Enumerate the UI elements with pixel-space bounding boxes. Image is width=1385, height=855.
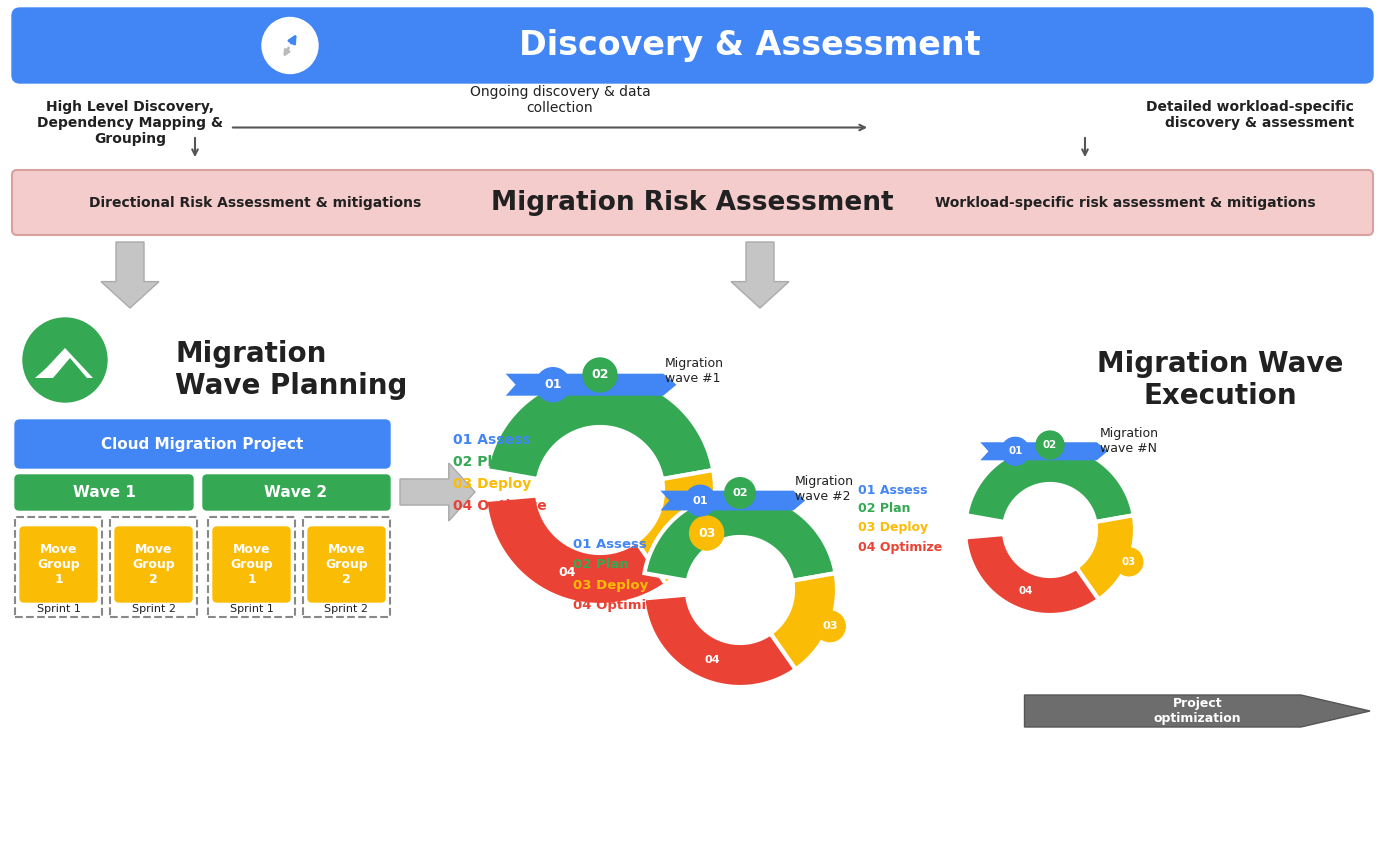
Text: Sprint 1: Sprint 1 [230, 604, 273, 614]
Bar [303, 517, 391, 617]
Text: Wave 2: Wave 2 [265, 485, 328, 499]
Text: Sprint 2: Sprint 2 [132, 604, 176, 614]
Bar [109, 517, 197, 617]
Text: Sprint 1: Sprint 1 [36, 604, 80, 614]
Text: 01: 01 [692, 496, 708, 505]
Text: 01 Assess: 01 Assess [857, 483, 928, 497]
Circle shape [262, 17, 319, 74]
FancyBboxPatch shape [12, 8, 1373, 83]
Text: Move
Group
1: Move Group 1 [37, 543, 80, 586]
Text: Cloud Migration Project: Cloud Migration Project [101, 437, 303, 451]
Text: 02 Plan: 02 Plan [573, 558, 629, 571]
Text: 04 Optimize: 04 Optimize [573, 598, 663, 611]
FancyBboxPatch shape [15, 475, 193, 510]
Polygon shape [35, 364, 66, 378]
Text: Migration Risk Assessment: Migration Risk Assessment [490, 190, 893, 215]
Polygon shape [37, 348, 93, 378]
Text: Move
Group
2: Move Group 2 [132, 543, 175, 586]
Bar [15, 517, 102, 617]
Circle shape [690, 516, 723, 550]
Polygon shape [644, 493, 835, 581]
FancyBboxPatch shape [15, 420, 391, 468]
Circle shape [1115, 548, 1143, 575]
Circle shape [724, 478, 755, 509]
Text: Sprint 2: Sprint 2 [324, 604, 368, 614]
Polygon shape [731, 242, 789, 308]
Circle shape [536, 368, 571, 402]
Text: Directional Risk Assessment & mitigations: Directional Risk Assessment & mitigation… [89, 196, 421, 209]
Circle shape [24, 318, 107, 402]
Text: 03 Deploy: 03 Deploy [453, 477, 532, 491]
Text: 02 Plan: 02 Plan [857, 503, 910, 516]
Circle shape [550, 556, 583, 589]
Text: 04: 04 [704, 655, 720, 664]
Polygon shape [485, 496, 666, 605]
Circle shape [1011, 577, 1039, 604]
FancyBboxPatch shape [213, 527, 289, 602]
Polygon shape [101, 242, 159, 308]
Polygon shape [400, 463, 475, 521]
Text: 03 Deploy: 03 Deploy [573, 579, 648, 592]
Circle shape [583, 358, 616, 392]
Text: 02: 02 [591, 369, 609, 381]
Text: 03: 03 [1122, 557, 1136, 567]
Text: Migration
wave #1: Migration wave #1 [665, 357, 724, 385]
Text: 01 Assess: 01 Assess [453, 433, 530, 447]
Text: 01: 01 [544, 378, 562, 392]
Text: 02: 02 [733, 488, 748, 498]
Text: 04: 04 [1018, 586, 1033, 596]
Text: Project
optimization: Project optimization [1154, 697, 1241, 725]
Text: 04 Optimize: 04 Optimize [453, 499, 547, 513]
Polygon shape [53, 358, 87, 378]
Text: Migration
wave #N: Migration wave #N [1100, 427, 1159, 455]
Text: 04 Optimize: 04 Optimize [857, 540, 942, 553]
Circle shape [697, 644, 727, 675]
Polygon shape [636, 470, 715, 584]
Text: 02 Plan: 02 Plan [453, 455, 511, 469]
Text: Migration Wave
Execution: Migration Wave Execution [1097, 350, 1343, 410]
Polygon shape [1076, 516, 1134, 599]
Polygon shape [661, 491, 805, 510]
Text: 02: 02 [1043, 440, 1057, 450]
Text: Workload-specific risk assessment & mitigations: Workload-specific risk assessment & miti… [935, 196, 1316, 209]
Circle shape [686, 486, 716, 516]
Text: 01 Assess: 01 Assess [573, 539, 647, 551]
Circle shape [1036, 431, 1064, 459]
FancyBboxPatch shape [19, 527, 97, 602]
Polygon shape [486, 375, 713, 479]
Polygon shape [1025, 695, 1370, 727]
Text: 04: 04 [558, 566, 575, 579]
Bar [208, 517, 295, 617]
Polygon shape [965, 534, 1098, 615]
Text: Migration
Wave Planning: Migration Wave Planning [175, 340, 407, 400]
FancyBboxPatch shape [307, 527, 385, 602]
Text: High Level Discovery,
Dependency Mapping &
Grouping: High Level Discovery, Dependency Mapping… [37, 100, 223, 146]
Polygon shape [967, 445, 1134, 522]
Text: Wave 1: Wave 1 [72, 485, 136, 499]
Polygon shape [644, 594, 795, 687]
Text: Migration
wave #2: Migration wave #2 [795, 475, 855, 503]
Text: 03: 03 [698, 527, 715, 540]
Text: Detailed workload-specific
discovery & assessment: Detailed workload-specific discovery & a… [1145, 100, 1355, 130]
FancyBboxPatch shape [204, 475, 391, 510]
Circle shape [814, 611, 845, 641]
Polygon shape [981, 442, 1108, 460]
Text: Move
Group
2: Move Group 2 [325, 543, 368, 586]
Text: Move
Group
1: Move Group 1 [230, 543, 273, 586]
Text: 01: 01 [1008, 446, 1022, 457]
FancyBboxPatch shape [115, 527, 193, 602]
Polygon shape [506, 374, 676, 396]
FancyBboxPatch shape [12, 170, 1373, 235]
Text: Discovery & Assessment: Discovery & Assessment [519, 29, 981, 62]
Text: 03: 03 [823, 622, 838, 631]
Text: 03 Deploy: 03 Deploy [857, 522, 928, 534]
Text: Ongoing discovery & data
collection: Ongoing discovery & data collection [470, 86, 651, 115]
Polygon shape [770, 573, 837, 669]
Circle shape [1001, 438, 1029, 465]
